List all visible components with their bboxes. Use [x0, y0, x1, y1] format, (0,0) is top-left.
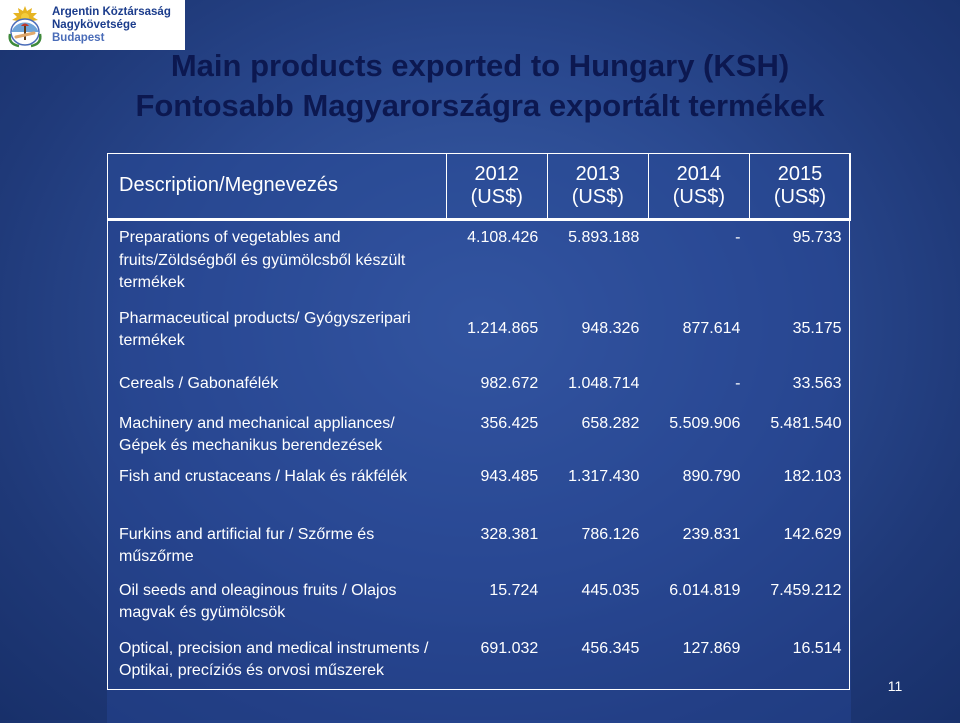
table-row: Machinery and mechanical appliances/ Gép…	[107, 402, 851, 463]
cell-2015: 5.481.540	[749, 402, 851, 463]
row-description: Fish and crustaceans / Halak és rákfélék	[107, 462, 447, 521]
table-header-row: Description/Megnevezés 2012 (US$) 2013 (US…	[107, 153, 852, 221]
cell-2013: 658.282	[547, 402, 649, 463]
cell-2015: 142.629	[749, 520, 851, 577]
row-description: Oil seeds and oleaginous fruits / Olajos…	[107, 576, 447, 630]
header-year-2015: 2015 (US$)	[748, 153, 852, 221]
cell-2015: 35.175	[749, 305, 851, 367]
cell-2014: 239.831	[648, 520, 750, 577]
cell-2014: -	[648, 366, 750, 403]
cell-2013: 948.326	[547, 305, 649, 367]
cell-2014: 127.869	[648, 629, 750, 723]
cell-2014: 890.790	[648, 462, 750, 521]
row-description: Preparations of vegetables and fruits/Zö…	[107, 219, 447, 306]
cell-2013: 1.317.430	[547, 462, 649, 521]
table-row: Furkins and artificial fur / Szőrme és m…	[107, 520, 851, 577]
cell-2014: 5.509.906	[648, 402, 750, 463]
header-year: 2012	[474, 163, 520, 185]
table-row: Pharmaceutical products/ Gyógyszeripari …	[107, 305, 851, 367]
cell-2013: 786.126	[547, 520, 649, 577]
header-year-2012: 2012 (US$)	[445, 153, 548, 221]
header-year: 2015	[777, 163, 823, 185]
cell-2015: 7.459.212	[749, 576, 851, 630]
table-row: Fish and crustaceans / Halak és rákfélék…	[107, 462, 851, 521]
header-year: 2014	[676, 163, 722, 185]
embassy-logo: Argentin Köztársaság Nagykövetsége Budap…	[0, 0, 185, 50]
cell-2014: 6.014.819	[648, 576, 750, 630]
page-number: 11	[887, 678, 903, 694]
logo-line-city: Budapest	[52, 31, 105, 44]
header-year-2013: 2013 (US$)	[546, 153, 649, 221]
export-products-table: Description/Megnevezés 2012 (US$) 2013 (US…	[107, 153, 852, 723]
table-row: Oil seeds and oleaginous fruits / Olajos…	[107, 576, 851, 630]
table-row: Optical, precision and medical instrumen…	[107, 629, 851, 723]
cell-2012: 982.672	[446, 366, 548, 403]
header-year-2014: 2014 (US$)	[647, 153, 750, 221]
cell-2012: 4.108.426	[446, 219, 548, 306]
title-english: Main products exported to Hungary (KSH)	[170, 48, 790, 83]
cell-2013: 5.893.188	[547, 219, 649, 306]
cell-2014: 877.614	[648, 305, 750, 367]
row-description: Pharmaceutical products/ Gyógyszeripari …	[107, 305, 447, 367]
title-hungarian: Fontosabb Magyarországra exportált termé…	[135, 88, 825, 123]
cell-2012: 1.214.865	[446, 305, 548, 367]
table-row: Preparations of vegetables and fruits/Zö…	[107, 219, 851, 306]
cell-2013: 1.048.714	[547, 366, 649, 403]
cell-2012: 356.425	[446, 402, 548, 463]
cell-2012: 943.485	[446, 462, 548, 521]
cell-2013: 456.345	[547, 629, 649, 723]
slide-title: Main products exported to Hungary (KSH) …	[0, 46, 960, 126]
cell-2015: 95.733	[749, 219, 851, 306]
header-unit: (US$)	[571, 186, 624, 208]
cell-2013: 445.035	[547, 576, 649, 630]
header-unit: (US$)	[672, 186, 725, 208]
cell-2015: 33.563	[749, 366, 851, 403]
cell-2015: 16.514	[749, 629, 851, 723]
header-unit: (US$)	[470, 186, 523, 208]
header-unit: (US$)	[773, 186, 827, 208]
logo-line-embassy: Nagykövetsége	[52, 18, 137, 31]
row-description: Machinery and mechanical appliances/ Gép…	[107, 402, 447, 463]
row-description: Optical, precision and medical instrumen…	[107, 629, 447, 723]
cell-2015: 182.103	[749, 462, 851, 521]
cell-2012: 15.724	[446, 576, 548, 630]
argentina-coat-of-arms-icon	[8, 6, 42, 48]
header-description: Description/Megnevezés	[107, 153, 447, 221]
row-description: Cereals / Gabonafélék	[107, 366, 447, 403]
cell-2014: -	[648, 219, 750, 306]
header-year: 2013	[575, 163, 621, 185]
logo-line-country: Argentin Köztársaság	[52, 5, 171, 18]
row-description: Furkins and artificial fur / Szőrme és m…	[107, 520, 447, 577]
cell-2012: 328.381	[446, 520, 548, 577]
cell-2012: 691.032	[446, 629, 548, 723]
table-row: Cereals / Gabonafélék 982.672 1.048.714 …	[107, 366, 851, 403]
